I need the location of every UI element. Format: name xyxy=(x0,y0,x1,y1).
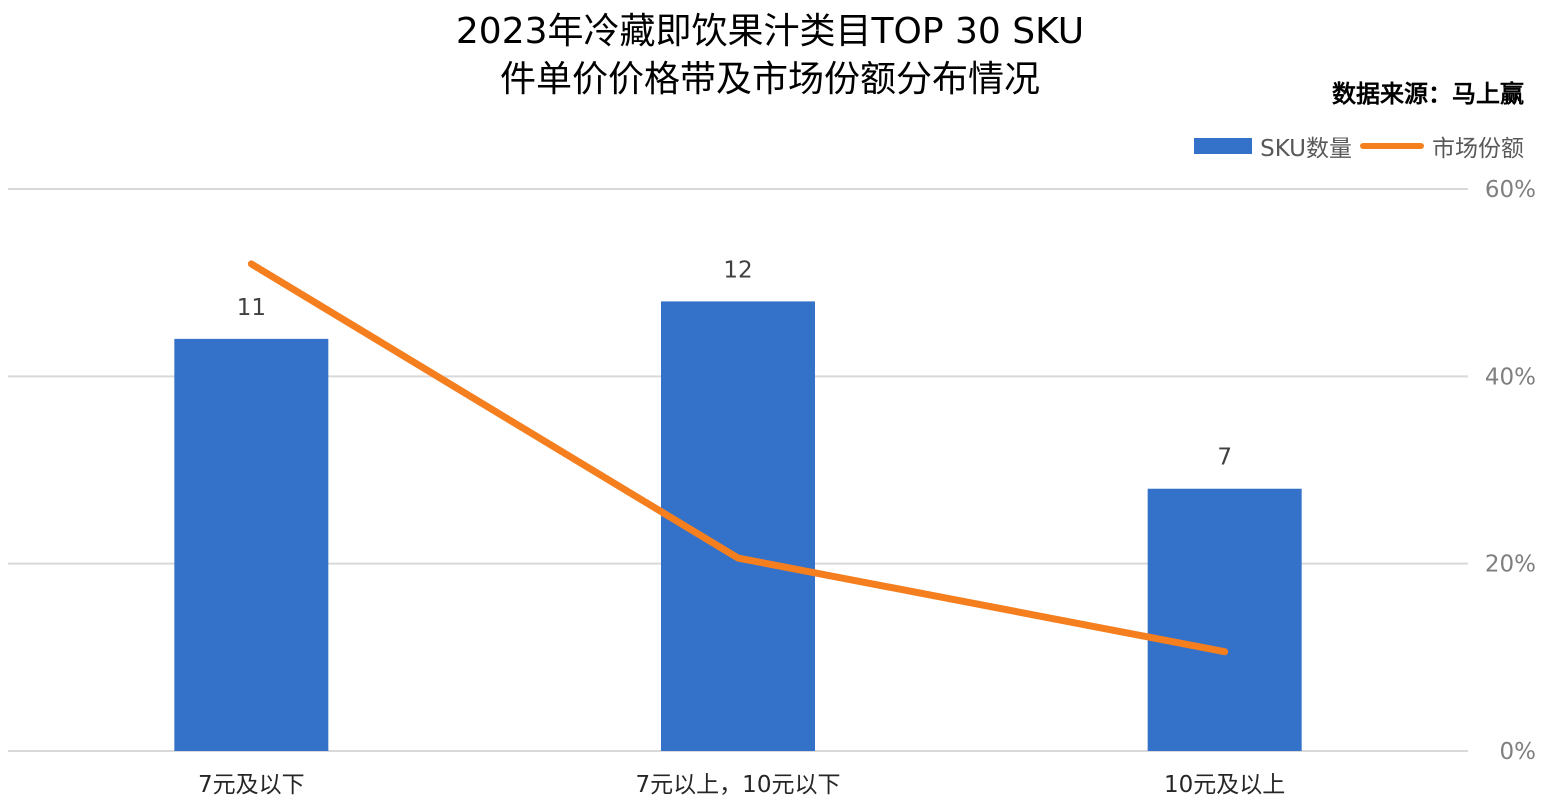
x-axis-tick-label: 10元及以上 xyxy=(1164,772,1285,798)
bar xyxy=(1147,488,1302,751)
legend-label-bar: SKU数量 xyxy=(1260,136,1352,162)
chart-title: 2023年冷藏即饮果汁类目TOP 30 SKU 件单价价格带及市场份额分布情况 xyxy=(300,8,1240,104)
y-axis-tick-label: 0% xyxy=(1500,739,1537,765)
legend-item-bar: SKU数量 xyxy=(1194,129,1352,163)
bar-data-label: 12 xyxy=(723,257,752,283)
chart-title-line-1: 2023年冷藏即饮果汁类目TOP 30 SKU xyxy=(455,11,1085,52)
legend-swatch-line xyxy=(1360,143,1424,149)
legend-swatch-bar xyxy=(1194,138,1253,154)
bar-data-label: 7 xyxy=(1217,445,1232,471)
legend-label-line: 市场份额 xyxy=(1432,136,1524,162)
y-axis-tick-label: 60% xyxy=(1485,177,1536,203)
chart-legend: SKU数量 市场份额 xyxy=(1194,130,1524,162)
y-axis-tick-label: 20% xyxy=(1485,552,1536,578)
legend-item-line: 市场份额 xyxy=(1360,129,1524,163)
y-axis-tick-label: 40% xyxy=(1485,364,1536,390)
x-axis-tick-label: 7元以上，10元以下 xyxy=(636,772,841,798)
chart-title-line-2: 件单价价格带及市场份额分布情况 xyxy=(499,59,1040,100)
x-axis-tick-label: 7元及以下 xyxy=(198,772,305,798)
bar-data-label: 11 xyxy=(237,295,266,321)
bar xyxy=(174,338,329,751)
data-source-note: 数据来源：马上赢 xyxy=(1332,79,1524,108)
